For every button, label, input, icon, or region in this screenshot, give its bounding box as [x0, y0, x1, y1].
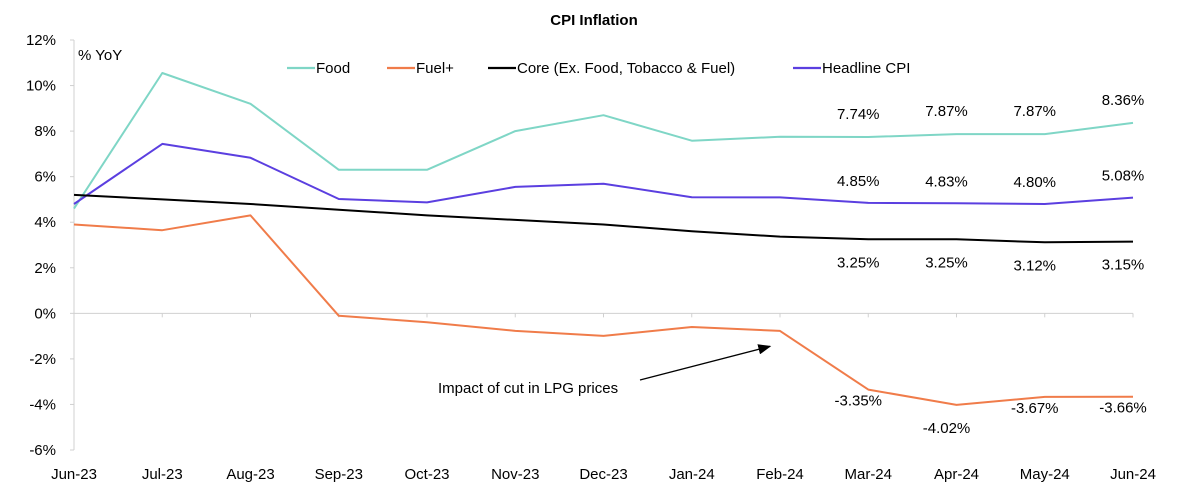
y-tick-label: 6%	[34, 169, 56, 186]
data-label: 7.87%	[1013, 103, 1056, 120]
series-line-core-ex-food-tobacco-fuel	[73, 193, 1134, 244]
legend-label: Fuel+	[416, 60, 454, 77]
y-tick-label: 0%	[34, 305, 56, 322]
y-tick-label: -2%	[29, 351, 56, 368]
data-label: -3.67%	[1011, 400, 1059, 417]
annotation-arrow	[639, 344, 772, 381]
y-tick-label: -6%	[29, 442, 56, 459]
chart-title: CPI Inflation	[550, 12, 638, 29]
annotation-text: Impact of cut in LPG prices	[438, 380, 618, 397]
data-label: -4.02%	[923, 420, 971, 437]
series-line-fuel	[73, 214, 1134, 406]
data-label: 8.36%	[1102, 92, 1145, 109]
legend-label: Headline CPI	[822, 60, 910, 77]
data-label: 3.12%	[1013, 257, 1056, 274]
data-label: 4.85%	[837, 173, 880, 190]
x-tick-label: May-24	[1020, 466, 1070, 483]
x-tick-label: Jun-24	[1110, 466, 1156, 483]
data-label: -3.66%	[1099, 400, 1147, 417]
data-label: 7.87%	[925, 103, 968, 120]
x-tick-label: Mar-24	[844, 466, 892, 483]
legend-label: Core (Ex. Food, Tobacco & Fuel)	[517, 60, 735, 77]
data-label: 4.83%	[925, 173, 968, 190]
x-axis-ticks: Jun-23 Jul-23 Aug-23 Sep-23 Oct-23 Nov-23 Dec-…	[51, 313, 1156, 483]
x-tick-label: Nov-23	[491, 466, 539, 483]
data-label: -3.35%	[834, 393, 882, 410]
x-tick-label: Aug-23	[226, 466, 274, 483]
series-line-headline-cpi	[73, 142, 1134, 205]
data-label: 7.74%	[837, 106, 880, 123]
data-labels: 7.74% 7.87% 7.87% 8.36% -3.35% -4.02% -3.67% -3…	[834, 92, 1146, 437]
y-tick-label: -4%	[29, 396, 56, 413]
x-tick-label: Oct-23	[404, 466, 449, 483]
legend: Food Fuel+ Core (Ex. Food, Tobacco & Fuel)…	[287, 60, 910, 77]
legend-label: Food	[316, 60, 350, 77]
data-label: 3.15%	[1102, 257, 1145, 274]
x-tick-label: Apr-24	[934, 466, 979, 483]
y-tick-label: 10%	[26, 78, 56, 95]
y-axis-label: % YoY	[78, 47, 122, 64]
y-tick-label: 4%	[34, 214, 56, 231]
x-tick-label: Feb-24	[756, 466, 804, 483]
data-label: 4.80%	[1013, 174, 1056, 191]
y-tick-label: 12%	[26, 32, 56, 49]
x-tick-label: Jan-24	[669, 466, 715, 483]
data-label: 5.08%	[1102, 168, 1145, 185]
axes	[73, 40, 1133, 450]
data-label: 3.25%	[925, 254, 968, 271]
x-tick-label: Sep-23	[315, 466, 363, 483]
x-tick-label: Jul-23	[142, 466, 183, 483]
y-tick-label: 2%	[34, 260, 56, 277]
y-axis-ticks: 12% 10% 8% 6% 4% 2% 0% -2% -4% -6%	[26, 32, 74, 459]
y-tick-label: 8%	[34, 123, 56, 140]
x-tick-label: Jun-23	[51, 466, 97, 483]
series-line-food	[73, 72, 1134, 210]
data-label: 3.25%	[837, 254, 880, 271]
x-tick-label: Dec-23	[579, 466, 627, 483]
series-lines	[73, 72, 1134, 406]
annotation: Impact of cut in LPG prices	[438, 344, 772, 397]
